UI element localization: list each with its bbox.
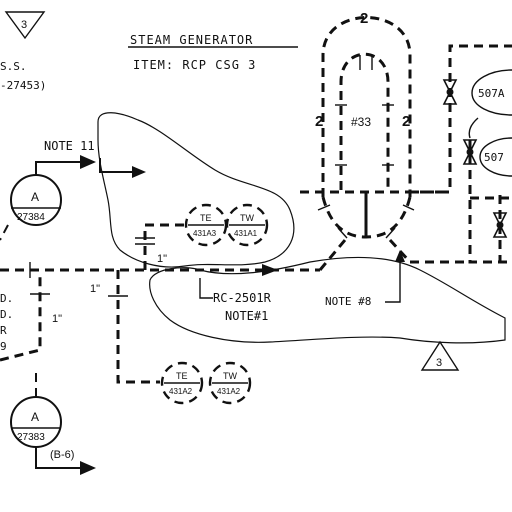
nozzle-tick — [317, 204, 331, 211]
gauge-upper: A 27384 — [0, 155, 96, 241]
steam-generator-tube — [339, 52, 390, 190]
note-8: NOTE #8 — [325, 295, 371, 308]
gauge-upper-number: 27384 — [17, 212, 45, 223]
note-8-arrow — [395, 250, 405, 262]
title-block: STEAM GENERATOR ITEM: RCP CSG 3 — [128, 33, 298, 72]
left-drain-line — [0, 275, 42, 362]
tw-lower-tag: TW — [223, 371, 237, 381]
revision-cloud-lower — [149, 256, 506, 344]
gauge-lower-number: 27383 — [17, 432, 45, 443]
title-line-1: STEAM GENERATOR — [130, 33, 253, 47]
valve-top-stem — [446, 88, 454, 96]
sg-tube-label: #33 — [351, 115, 371, 129]
valve-tag-bubble-2 — [479, 137, 512, 177]
hot-leg-line — [318, 239, 347, 271]
valve-top-lower — [442, 90, 458, 105]
te-lower-tag: TE — [176, 371, 188, 381]
tw-upper-bubble — [225, 203, 269, 247]
gauge-lower-tag: A — [31, 410, 39, 424]
line-id-leader — [199, 278, 213, 299]
valve-train-line — [410, 44, 512, 194]
revision-number-bottom: 3 — [436, 357, 442, 369]
valve-bottom-stem — [496, 221, 504, 229]
nozzle-tick — [337, 227, 348, 239]
cutoff-text-top-1: S.S. — [0, 60, 27, 73]
te-lower-bubble — [160, 361, 204, 405]
valve-top-upper — [442, 79, 458, 94]
valve-tag-bubble-1 — [471, 69, 512, 116]
gauge-lower-leader — [35, 447, 80, 469]
te-upper-number: 431A3 — [193, 229, 217, 238]
cutoff-text-left-3: R — [0, 324, 7, 337]
upper-instrument-branch — [143, 223, 185, 270]
gauge-lower-ref: (B-6) — [50, 449, 74, 461]
notes: NOTE 11 RC-2501R NOTE#1 NOTE #8 — [44, 139, 405, 323]
note-8-leader — [385, 258, 401, 303]
te-lower-number: 431A2 — [169, 387, 193, 396]
flow-arrow — [262, 264, 278, 276]
cutoff-text-left-4: 9 — [0, 340, 7, 353]
tw-lower-bubble — [208, 361, 252, 405]
note-11-leader — [99, 158, 132, 173]
note-11-arrow — [132, 166, 146, 178]
valve-bottom-upper — [492, 212, 508, 227]
revision-triangle-bottom: 3 — [420, 340, 460, 371]
note-11: NOTE 11 — [44, 139, 95, 153]
steam-generator-shell — [321, 16, 412, 197]
cutoff-text-left-2: D. — [0, 308, 13, 321]
revision-cloud-upper — [97, 112, 295, 268]
process-lines — [0, 44, 512, 384]
gauge-upper-link — [0, 224, 9, 241]
tw-lower-number: 431A2 — [217, 387, 241, 396]
nozzle-tick — [385, 227, 396, 239]
lower-instrument-branch — [116, 270, 160, 384]
title-line-2: ITEM: RCP CSG 3 — [133, 58, 256, 72]
valve-tag-2: 507 — [484, 151, 504, 164]
pipe-size-upper: 1" — [157, 253, 167, 265]
cold-leg-line — [388, 238, 412, 264]
gauge-upper-circle — [10, 174, 62, 226]
valve-tag-1: 507A — [478, 87, 505, 100]
gauge-lower: A 27383 (B-6) — [10, 372, 96, 475]
sg-top-label: 2 — [360, 10, 368, 27]
cutoff-text-left-1: D. — [0, 292, 13, 305]
revision-triangle-bottom-shape — [420, 340, 460, 371]
revision-triangle-top: 3 — [4, 11, 46, 40]
te-upper-tag: TE — [200, 213, 212, 223]
instrument-te-lower: TE 431A2 — [160, 361, 204, 405]
note-1: NOTE#1 — [225, 309, 268, 323]
gauge-upper-arrow — [80, 155, 96, 169]
valve-bottom — [492, 212, 508, 238]
gauge-upper-tag: A — [31, 190, 39, 204]
revision-number-top: 3 — [21, 19, 27, 31]
valve-tag-connector — [468, 117, 479, 139]
pipe-size-left: 1" — [52, 313, 62, 325]
gauge-lower-arrow — [80, 461, 96, 475]
tw-upper-number: 431A1 — [234, 229, 258, 238]
valve-bottom-lower — [492, 223, 508, 238]
valve-middle-lower — [462, 150, 478, 165]
tw-upper-tag: TW — [240, 213, 254, 223]
nozzle-tick — [402, 204, 415, 211]
gauge-upper-leader — [35, 161, 80, 175]
steam-generator: 2 2 2 #33 — [300, 10, 440, 239]
revision-triangle-shape — [4, 11, 46, 40]
valve-top — [442, 79, 458, 105]
cutoff-text-top-2: -27453) — [0, 79, 46, 92]
sg-left-label: 2 — [315, 113, 323, 130]
valve-middle-stem — [466, 148, 474, 156]
valve-middle-upper — [462, 139, 478, 154]
valve-drain-line — [468, 140, 512, 264]
sg-right-label: 2 — [402, 113, 410, 130]
instrument-tw-upper: TW 431A1 — [225, 203, 269, 247]
line-id: RC-2501R — [213, 291, 272, 305]
instrument-te-upper: TE 431A3 — [184, 203, 228, 247]
instrument-tw-lower: TW 431A2 — [208, 361, 252, 405]
pipe-size-lower: 1" — [90, 283, 100, 295]
valve-middle — [462, 139, 478, 165]
